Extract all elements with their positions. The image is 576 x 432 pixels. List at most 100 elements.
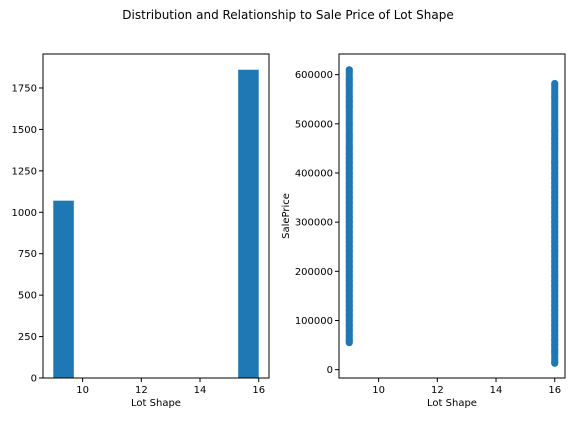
y-tick-4: 1000 bbox=[12, 208, 43, 219]
scatter-point bbox=[551, 312, 559, 320]
scatter-point bbox=[551, 267, 559, 275]
scatter-point bbox=[551, 144, 559, 152]
x-tick-3: 16 bbox=[252, 378, 265, 396]
scatter-point bbox=[551, 262, 559, 270]
scatter-point bbox=[551, 157, 559, 165]
scatter-point bbox=[345, 238, 353, 246]
scatter-point bbox=[345, 321, 353, 329]
y-tick-label: 1250 bbox=[12, 166, 37, 177]
scatter-point bbox=[345, 228, 353, 236]
scatter-point bbox=[551, 326, 559, 334]
x-tick-label: 12 bbox=[135, 385, 148, 396]
y-tick-label: 100000 bbox=[295, 316, 333, 327]
scatter-point bbox=[345, 233, 353, 241]
scatter-point bbox=[345, 316, 353, 324]
y-tick-label: 200000 bbox=[295, 267, 333, 278]
y-tick-2: 500 bbox=[18, 291, 43, 302]
scatter-point bbox=[345, 203, 353, 211]
y-tick-label: 1000 bbox=[12, 208, 37, 219]
x-tick-3: 16 bbox=[548, 378, 561, 396]
scatter-point bbox=[345, 257, 353, 265]
y-tick-label: 600000 bbox=[295, 70, 333, 81]
scatter-point bbox=[551, 302, 559, 310]
scatter-point bbox=[551, 277, 559, 285]
histogram-frame bbox=[42, 53, 270, 379]
x-tick-label: 14 bbox=[194, 385, 207, 396]
y-tick-5: 1250 bbox=[12, 166, 43, 177]
scatter-point bbox=[345, 149, 353, 157]
scatter-point bbox=[551, 184, 559, 192]
y-tick-5: 500000 bbox=[295, 119, 339, 130]
scatter-point bbox=[551, 93, 559, 101]
scatter-point bbox=[345, 98, 353, 106]
scatter-point bbox=[345, 248, 353, 256]
scatter-point bbox=[551, 135, 559, 143]
scatter-point bbox=[345, 120, 353, 128]
scatter-point bbox=[551, 198, 559, 206]
y-tick-4: 400000 bbox=[295, 168, 339, 179]
scatter-point bbox=[551, 208, 559, 216]
scatter-point bbox=[551, 316, 559, 324]
y-tick-label: 250 bbox=[18, 332, 37, 343]
scatter-point bbox=[345, 132, 353, 140]
histogram-bars bbox=[53, 69, 259, 378]
scatter-point bbox=[345, 66, 353, 74]
scatter-point bbox=[551, 169, 559, 177]
scatter-point bbox=[345, 194, 353, 202]
y-tick-3: 750 bbox=[18, 249, 43, 260]
scatter-x-axis-label: Lot Shape bbox=[427, 398, 477, 409]
y-tick-3: 300000 bbox=[295, 218, 339, 229]
scatter-point bbox=[345, 169, 353, 177]
x-tick-0: 10 bbox=[76, 378, 89, 396]
scatter-point bbox=[551, 127, 559, 135]
x-tick-label: 16 bbox=[548, 385, 561, 396]
y-tick-6: 600000 bbox=[295, 70, 339, 81]
scatter-point bbox=[551, 238, 559, 246]
figure-title: Distribution and Relationship to Sale Pr… bbox=[122, 8, 453, 22]
scatter-point bbox=[551, 218, 559, 226]
y-tick-6: 1500 bbox=[12, 125, 43, 136]
x-tick-label: 10 bbox=[76, 385, 89, 396]
scatter-point bbox=[551, 164, 559, 172]
scatter-points bbox=[345, 66, 559, 367]
scatter-point bbox=[345, 159, 353, 167]
scatter-point bbox=[345, 262, 353, 270]
histogram-bar-1 bbox=[238, 69, 259, 378]
scatter-point bbox=[345, 223, 353, 231]
scatter-point bbox=[345, 189, 353, 197]
scatter-point bbox=[551, 223, 559, 231]
y-tick-label: 400000 bbox=[295, 168, 333, 179]
scatter-point bbox=[551, 292, 559, 300]
x-tick-1: 12 bbox=[431, 378, 444, 396]
scatter-point bbox=[345, 297, 353, 305]
scatter-point bbox=[345, 326, 353, 334]
scatter-point bbox=[345, 312, 353, 320]
y-tick-label: 500000 bbox=[295, 119, 333, 130]
y-tick-label: 0 bbox=[327, 365, 333, 376]
scatter-point bbox=[345, 154, 353, 162]
scatter-point bbox=[551, 321, 559, 329]
scatter-point bbox=[551, 253, 559, 261]
scatter-point bbox=[551, 139, 559, 147]
scatter-point bbox=[345, 184, 353, 192]
scatter-point bbox=[345, 267, 353, 275]
x-tick-label: 16 bbox=[252, 385, 265, 396]
y-tick-label: 1750 bbox=[12, 83, 37, 94]
scatter-point bbox=[345, 179, 353, 187]
scatter-point bbox=[551, 257, 559, 265]
scatter-point bbox=[551, 346, 559, 354]
histogram-bar-0 bbox=[53, 200, 74, 378]
scatter-point bbox=[345, 292, 353, 300]
scatter-axes: 10 12 14 16 0 100000 200000 300000 400000 500000… bbox=[281, 53, 566, 409]
scatter-point bbox=[345, 336, 353, 344]
scatter-point bbox=[551, 331, 559, 339]
y-tick-label: 300000 bbox=[295, 218, 333, 229]
y-tick-label: 500 bbox=[18, 291, 37, 302]
x-tick-2: 14 bbox=[194, 378, 207, 396]
y-tick-1: 100000 bbox=[295, 316, 339, 327]
scatter-y-ticks: 0 100000 200000 300000 400000 500000 600000 bbox=[295, 70, 339, 376]
scatter-point bbox=[551, 233, 559, 241]
x-tick-2: 14 bbox=[490, 378, 502, 396]
scatter-point bbox=[345, 80, 353, 88]
